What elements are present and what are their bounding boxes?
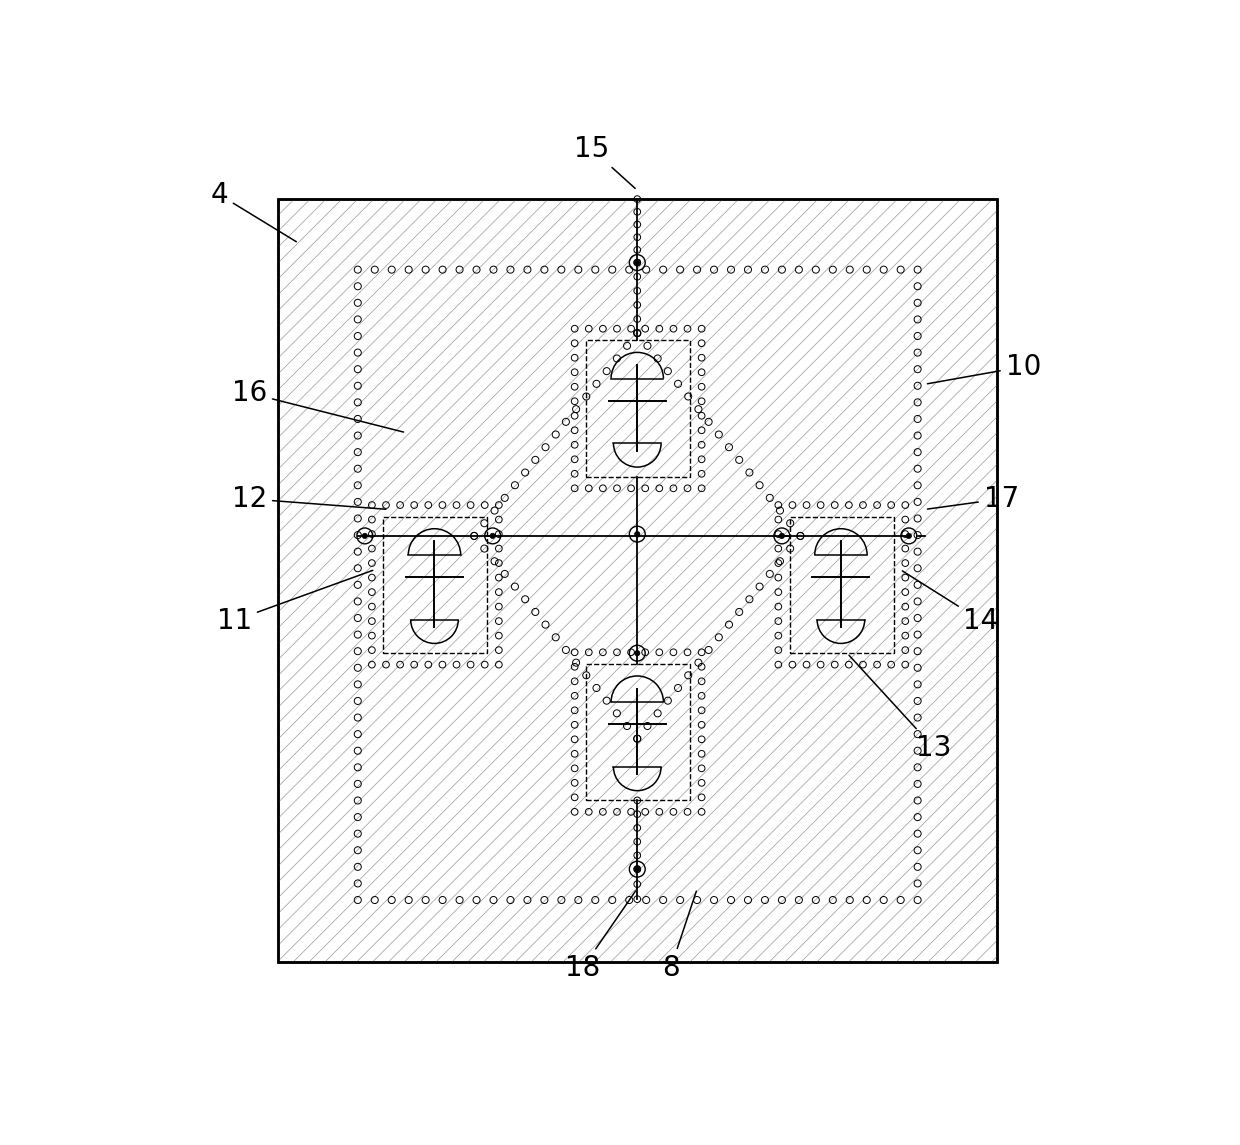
Circle shape <box>362 534 367 538</box>
Text: 14: 14 <box>903 571 998 634</box>
Text: 17: 17 <box>928 484 1019 513</box>
Text: 8: 8 <box>662 891 697 982</box>
Circle shape <box>635 867 640 871</box>
Text: 11: 11 <box>217 570 373 634</box>
Bar <box>279 199 997 962</box>
Bar <box>790 516 894 653</box>
Bar <box>383 516 487 653</box>
Bar <box>587 340 691 476</box>
Circle shape <box>635 650 640 656</box>
Circle shape <box>635 531 640 537</box>
Text: 4: 4 <box>211 181 296 242</box>
Text: 18: 18 <box>565 891 636 982</box>
Text: 16: 16 <box>232 379 403 432</box>
Text: 13: 13 <box>849 655 951 761</box>
Circle shape <box>906 534 911 538</box>
Circle shape <box>490 534 495 538</box>
Text: 12: 12 <box>232 484 386 513</box>
Bar <box>587 664 691 800</box>
Circle shape <box>779 534 785 538</box>
Bar <box>279 199 997 962</box>
Text: 15: 15 <box>574 135 635 189</box>
Text: 10: 10 <box>928 353 1042 384</box>
Circle shape <box>635 260 640 266</box>
